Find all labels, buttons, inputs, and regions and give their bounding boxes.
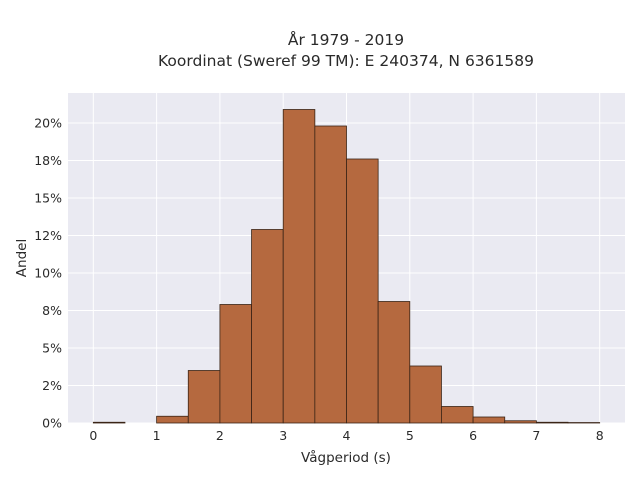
y-axis-label: Andel bbox=[14, 239, 30, 277]
y-tick-labels: 0% 2% 5% 8% 10% 12% 15% 18% 20% bbox=[34, 116, 62, 431]
histogram-bar bbox=[409, 365, 442, 424]
y-tick-label: 2% bbox=[42, 378, 62, 393]
x-tick-label: 8 bbox=[596, 428, 604, 443]
y-tick-label: 0% bbox=[42, 416, 62, 431]
histogram-bar bbox=[251, 229, 284, 424]
x-axis-label: Vågperiod (s) bbox=[301, 449, 391, 466]
x-tick-label: 6 bbox=[469, 428, 477, 443]
bars bbox=[92, 109, 601, 424]
x-tick-label: 3 bbox=[279, 428, 287, 443]
histogram-bar bbox=[346, 158, 379, 424]
y-tick-label: 12% bbox=[34, 228, 62, 243]
histogram-bar bbox=[441, 406, 474, 424]
histogram-bar bbox=[472, 416, 506, 424]
histogram-bar bbox=[219, 304, 252, 424]
y-tick-label: 15% bbox=[34, 191, 62, 206]
histogram-bar bbox=[535, 421, 569, 424]
chart-title-line-2: Koordinat (Sweref 99 TM): E 240374, N 63… bbox=[158, 52, 534, 70]
y-tick-label: 8% bbox=[42, 303, 62, 318]
x-tick-label: 5 bbox=[406, 428, 414, 443]
histogram-bar bbox=[92, 421, 126, 424]
histogram-bar bbox=[156, 415, 189, 424]
histogram-bar bbox=[187, 370, 221, 424]
x-tick-label: 7 bbox=[532, 428, 540, 443]
y-tick-label: 18% bbox=[34, 153, 62, 168]
y-tick-label: 5% bbox=[42, 341, 62, 356]
histogram-bar bbox=[282, 109, 316, 424]
histogram-bar bbox=[504, 420, 537, 424]
x-tick-labels: 0 1 2 3 4 5 6 7 8 bbox=[89, 428, 603, 443]
histogram-bar bbox=[377, 301, 411, 424]
x-tick-label: 4 bbox=[343, 428, 351, 443]
y-tick-label: 10% bbox=[34, 266, 62, 281]
histogram-bar bbox=[314, 125, 347, 424]
x-tick-label: 2 bbox=[216, 428, 224, 443]
x-tick-label: 0 bbox=[89, 428, 97, 443]
chart-title-line-1: År 1979 - 2019 bbox=[288, 30, 404, 49]
y-tick-label: 20% bbox=[34, 116, 62, 131]
x-tick-label: 1 bbox=[153, 428, 161, 443]
